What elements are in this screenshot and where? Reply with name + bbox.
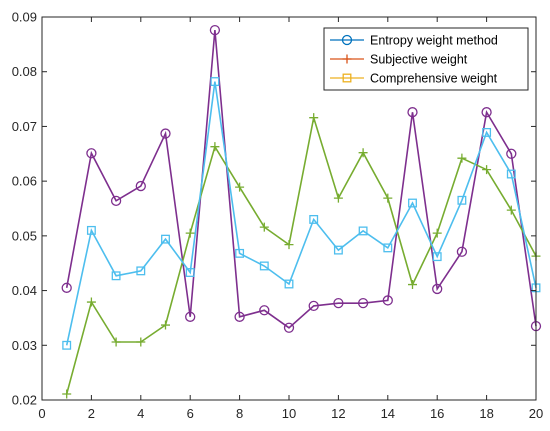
data-point <box>185 228 195 238</box>
series-2 <box>62 77 541 350</box>
data-point <box>161 234 170 244</box>
legend-entry-2: Comprehensive weight <box>330 72 498 86</box>
data-point <box>161 320 170 330</box>
data-point <box>259 222 269 232</box>
x-tick-label: 10 <box>282 406 296 421</box>
y-tick-label: 0.08 <box>12 64 37 79</box>
data-point <box>333 245 343 255</box>
axes-layer: 0 2 4 6 8 10 12 14 16 18 20 0.02 0.03 0.04 0.05 0.06 0.0… <box>12 10 544 422</box>
x-tick-label: 2 <box>88 406 95 421</box>
x-tick-label: 4 <box>137 406 144 421</box>
y-tick-label: 0.06 <box>12 174 37 189</box>
data-point <box>432 252 442 262</box>
x-tick-label: 6 <box>187 406 194 421</box>
data-point <box>481 107 492 118</box>
x-tick-label: 0 <box>38 406 45 421</box>
series-0 <box>61 24 542 333</box>
x-tick-label: 18 <box>479 406 493 421</box>
data-point <box>210 142 220 152</box>
y-tick-label: 0.02 <box>12 393 37 408</box>
legend-entry-1: Subjective weight <box>330 53 468 67</box>
data-point <box>185 268 195 277</box>
data-point <box>61 282 72 293</box>
legend-entry-0: Entropy weight method <box>330 34 498 48</box>
data-point <box>482 165 492 175</box>
x-tick-label: 16 <box>430 406 444 421</box>
data-point <box>86 225 96 235</box>
x-tick-label: 20 <box>529 406 543 421</box>
data-point <box>235 248 245 258</box>
data-point <box>309 214 319 224</box>
data-point <box>62 340 72 350</box>
data-point <box>482 127 492 137</box>
data-point <box>432 228 442 238</box>
data-point <box>308 300 319 312</box>
data-point <box>432 283 443 295</box>
data-point <box>185 311 196 322</box>
series-line <box>65 117 537 395</box>
data-point <box>284 240 294 250</box>
y-tick-label: 0.03 <box>12 338 37 353</box>
y-tick-label: 0.05 <box>12 228 37 243</box>
data-point <box>333 193 343 203</box>
data-point <box>309 113 319 123</box>
data-point <box>259 305 270 316</box>
data-point <box>506 148 517 159</box>
data-point <box>358 226 368 236</box>
data-point <box>457 195 467 205</box>
data-point <box>407 107 418 118</box>
legend: Entropy weight method Subjective weight Co… <box>323 27 529 91</box>
data-point <box>259 261 269 271</box>
y-tick-label: 0.07 <box>12 119 37 134</box>
data-point <box>408 198 417 208</box>
data-point <box>408 280 417 290</box>
legend-label: Entropy weight method <box>370 34 498 48</box>
data-point <box>235 182 245 192</box>
x-tick-label: 12 <box>331 406 345 421</box>
data-point <box>135 180 146 192</box>
data-point <box>86 148 97 159</box>
data-point <box>333 298 344 309</box>
data-point <box>62 389 72 399</box>
x-tick-label: 14 <box>381 406 395 421</box>
data-point <box>383 243 393 253</box>
data-point <box>284 279 294 289</box>
x-tick-label: 8 <box>236 406 243 421</box>
legend-marker <box>342 73 352 83</box>
data-point <box>209 24 221 36</box>
data-point <box>358 148 368 158</box>
series-layer <box>61 24 542 399</box>
data-point <box>111 337 121 347</box>
series-1 <box>62 113 541 399</box>
data-point <box>136 266 146 276</box>
data-point <box>86 297 96 307</box>
data-point <box>457 153 467 163</box>
data-point <box>210 77 220 87</box>
data-point <box>506 205 516 215</box>
legend-marker <box>342 54 352 64</box>
data-point <box>160 128 171 139</box>
data-point <box>110 195 122 206</box>
data-point <box>111 271 121 281</box>
legend-label: Subjective weight <box>370 53 468 67</box>
data-point <box>357 298 369 309</box>
data-point <box>283 322 295 333</box>
series-line <box>65 30 537 329</box>
legend-label: Comprehensive weight <box>370 72 498 86</box>
y-tick-label: 0.09 <box>12 10 37 25</box>
series-line <box>65 81 537 346</box>
data-point <box>383 193 393 203</box>
legend-marker <box>341 34 353 46</box>
y-tick-label: 0.04 <box>12 283 37 298</box>
data-point <box>382 295 393 306</box>
data-point <box>456 246 468 257</box>
data-point <box>136 337 146 347</box>
data-point <box>234 311 245 322</box>
data-point <box>506 169 516 179</box>
